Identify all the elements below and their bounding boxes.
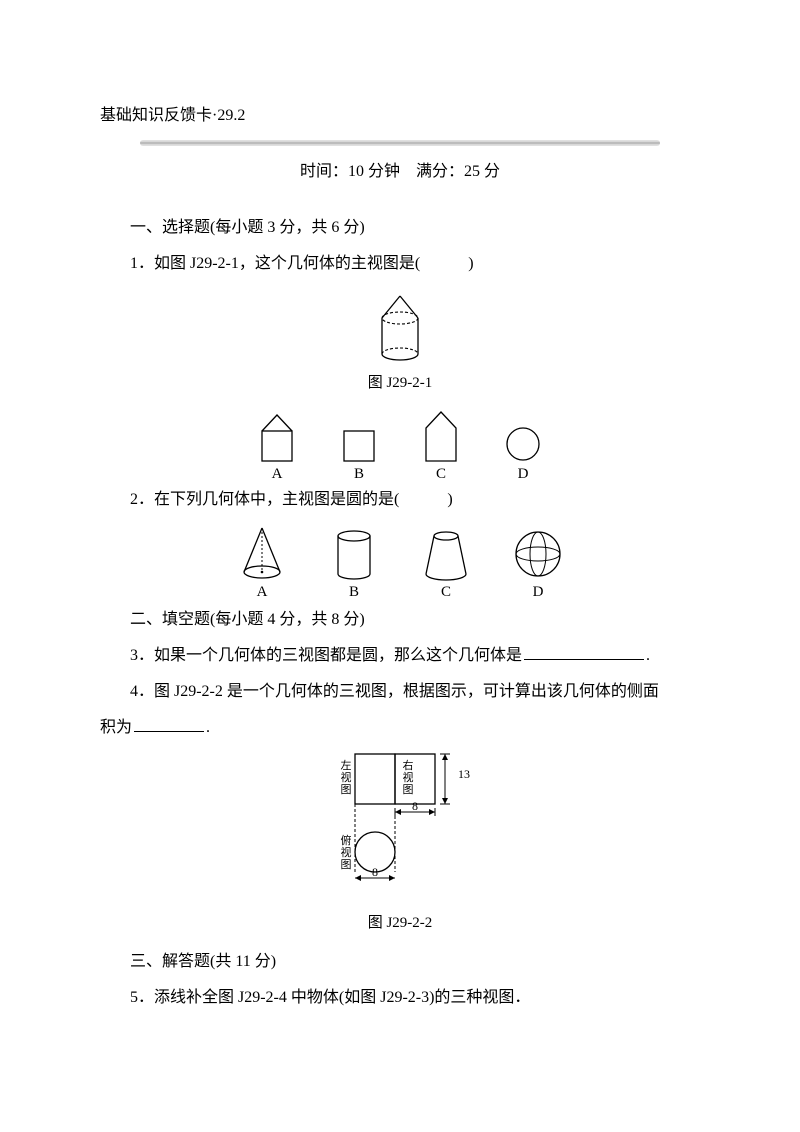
question-4-line1: 4．图 J29-2-2 是一个几何体的三视图，根据图示，可计算出该几何体的侧面 [130, 676, 700, 708]
svg-text:A: A [257, 584, 268, 600]
question-4-line2: 积为. [100, 712, 700, 744]
blank-field[interactable] [524, 659, 644, 660]
blank-field[interactable] [134, 731, 204, 732]
q3-period: . [646, 647, 650, 664]
page-header: 基础知识反馈卡·29.2 [100, 100, 700, 132]
svg-text:B: B [354, 466, 364, 480]
time-score-line: 时间：10 分钟 满分：25 分 [100, 156, 700, 188]
left-view-label-3: 图 [341, 783, 352, 796]
question-5: 5．添线补全图 J29-2-4 中物体(如图 J29-2-3)的三种视图． [130, 982, 700, 1014]
option-b-shape: B [334, 406, 384, 480]
option-a-shape: A [252, 406, 302, 480]
figure-2: 左 视 图 右 视 图 13 8 俯 视 [100, 744, 700, 906]
dim-13: 13 [458, 767, 470, 781]
figure-2-label: 图 J29-2-2 [100, 908, 700, 938]
option-c-shape: C [416, 406, 466, 480]
dim-8-bottom: 8 [372, 865, 378, 879]
svg-text:D: D [518, 466, 529, 480]
q1-options-row: A B C D [100, 406, 700, 480]
svg-text:C: C [436, 466, 446, 480]
q3-text: 3．如果一个几何体的三视图都是圆，那么这个几何体是 [130, 647, 522, 664]
question-1: 1．如图 J29-2-1，这个几何体的主视图是( ) [130, 248, 700, 280]
top-view-label-2: 视 [341, 845, 352, 859]
q4-period: . [206, 719, 210, 736]
svg-text:C: C [441, 584, 451, 600]
section-3-heading: 三、解答题(共 11 分) [130, 946, 700, 978]
top-view-label-1: 俯 [341, 833, 352, 847]
right-view-label-3: 图 [403, 783, 414, 796]
q2-options-row: A B C D [100, 522, 700, 600]
svg-text:D: D [533, 584, 544, 600]
figure-1-label: 图 J29-2-1 [100, 368, 700, 398]
option-d-sphere: D [508, 522, 568, 600]
dim-8-top: 8 [412, 799, 418, 813]
section-2-heading: 二、填空题(每小题 4 分，共 8 分) [130, 604, 700, 636]
option-d-shape: D [498, 406, 548, 480]
q4-text2: 积为 [100, 719, 132, 736]
question-3: 3．如果一个几何体的三视图都是圆，那么这个几何体是. [130, 640, 700, 672]
left-view-label-1: 左 [341, 759, 352, 772]
option-a-cone: A [232, 522, 292, 600]
svg-text:B: B [349, 584, 359, 600]
section-1-heading: 一、选择题(每小题 3 分，共 6 分) [130, 212, 700, 244]
option-b-cylinder: B [324, 522, 384, 600]
option-c-frustum: C [416, 522, 476, 600]
three-view-diagram: 左 视 图 右 视 图 13 8 俯 视 [300, 744, 500, 894]
svg-text:A: A [272, 466, 283, 480]
right-view-label-2: 视 [403, 770, 414, 784]
left-view-label-2: 视 [341, 770, 352, 784]
solid-cone-on-cylinder [365, 286, 435, 366]
divider [140, 140, 660, 146]
top-view-label-3: 图 [341, 858, 352, 871]
figure-1 [100, 286, 700, 366]
right-view-label-1: 右 [403, 758, 414, 772]
question-2: 2．在下列几何体中，主视图是圆的是( ) [130, 484, 700, 516]
